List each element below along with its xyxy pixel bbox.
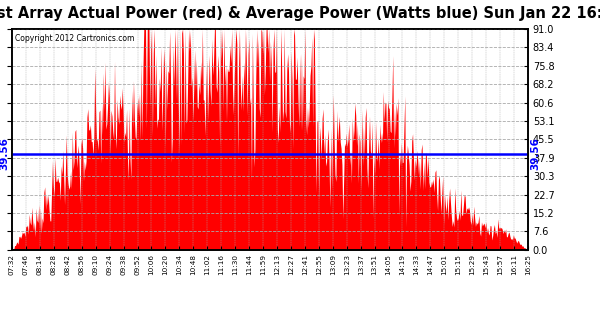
Text: East Array Actual Power (red) & Average Power (Watts blue) Sun Jan 22 16:35: East Array Actual Power (red) & Average … <box>0 6 600 21</box>
Text: 39.56: 39.56 <box>530 137 541 170</box>
Text: 39.56: 39.56 <box>0 137 10 170</box>
Text: Copyright 2012 Cartronics.com: Copyright 2012 Cartronics.com <box>14 34 134 43</box>
